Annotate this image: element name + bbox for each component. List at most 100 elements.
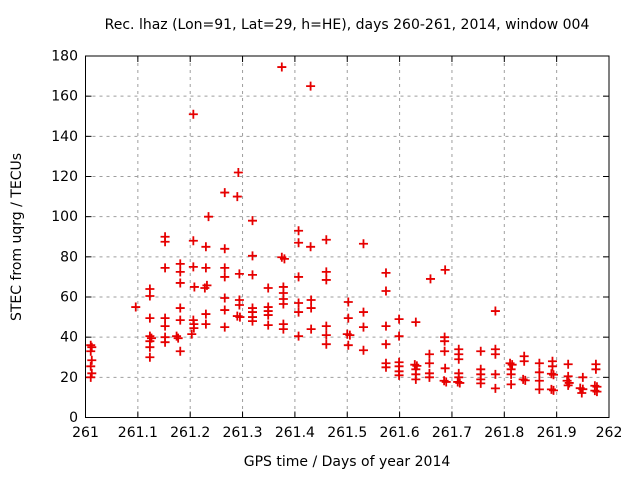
data-point-marker [453, 377, 463, 387]
data-point-marker [175, 259, 185, 269]
data-point-marker [145, 342, 155, 352]
y-tick-label: 140 [51, 129, 78, 145]
data-point-marker [490, 369, 500, 379]
data-point-marker [507, 360, 517, 370]
data-point-marker [201, 263, 211, 273]
data-point-marker [506, 369, 516, 379]
chart-title: Rec. lhaz (Lon=91, Lat=29, h=HE), days 2… [105, 17, 590, 33]
data-point-marker [381, 268, 391, 278]
data-point-marker [490, 349, 500, 359]
data-point-marker [294, 226, 304, 236]
y-tick-label: 80 [60, 249, 78, 265]
x-tick-label: 261.2 [170, 425, 210, 441]
y-tick-label: 40 [60, 330, 78, 346]
x-tick-label: 261.1 [118, 425, 158, 441]
x-tick-label: 261 [72, 425, 99, 441]
data-point-marker [160, 313, 170, 323]
data-point-marker [263, 310, 273, 320]
data-point-marker [547, 361, 557, 371]
data-point-marker [440, 265, 450, 275]
y-tick-label: 0 [69, 410, 78, 426]
data-point-marker [204, 212, 214, 222]
data-point-marker [394, 370, 404, 380]
y-tick-label: 60 [60, 290, 78, 306]
data-point-marker [175, 303, 185, 313]
x-tick-label: 262 [596, 425, 623, 441]
data-point-marker [188, 262, 198, 272]
data-point-marker [546, 384, 556, 394]
data-point-marker [200, 283, 210, 293]
data-point-marker [189, 323, 199, 333]
data-point-marker [424, 358, 434, 368]
data-point-marker [232, 192, 242, 202]
data-point-marker [506, 379, 516, 389]
data-point-marker [233, 167, 243, 177]
data-point-marker [411, 317, 421, 327]
data-point-marker [439, 376, 449, 386]
data-point-marker [263, 320, 273, 330]
data-point-marker [173, 333, 183, 343]
data-point-marker [220, 322, 230, 332]
data-point-marker [534, 358, 544, 368]
data-point-marker [220, 305, 230, 315]
data-point-marker [160, 337, 170, 347]
data-point-marker [175, 267, 185, 277]
data-point-marker [476, 378, 486, 388]
data-point-marker [220, 293, 230, 303]
data-point-marker [549, 385, 559, 395]
data-point-marker [294, 331, 304, 341]
data-point-marker [278, 299, 288, 309]
data-point-marker [201, 242, 211, 252]
data-point-marker [321, 235, 331, 245]
data-point-marker [160, 237, 170, 247]
data-point-marker [86, 346, 96, 356]
y-tick-label: 20 [60, 370, 78, 386]
data-point-marker [306, 81, 316, 91]
y-tick-label: 120 [51, 169, 78, 185]
data-point-marker [145, 352, 155, 362]
y-tick-label: 180 [51, 49, 78, 65]
data-point-marker [220, 263, 230, 273]
data-point-marker [490, 306, 500, 316]
data-point-marker [294, 238, 304, 248]
data-point-marker [381, 339, 391, 349]
data-point-marker [321, 267, 331, 277]
data-point-marker [591, 364, 601, 374]
data-point-marker [343, 340, 353, 350]
data-point-marker [175, 315, 185, 325]
data-point-marker [563, 380, 573, 390]
x-tick-label: 261.8 [484, 425, 524, 441]
plot-border [85, 55, 610, 418]
data-point-marker [440, 363, 450, 373]
data-point-marker [86, 372, 96, 382]
data-point-marker [549, 370, 559, 380]
data-point-marker [425, 274, 435, 284]
data-point-marker [490, 383, 500, 393]
y-tick-label: 160 [51, 89, 78, 105]
data-point-marker [441, 377, 451, 387]
data-point-marker [247, 251, 257, 261]
data-point-marker [175, 346, 185, 356]
x-tick-label: 261.4 [275, 425, 315, 441]
data-point-marker [160, 263, 170, 273]
data-point-marker [306, 303, 316, 313]
data-point-marker [160, 321, 170, 331]
data-point-marker [520, 375, 530, 385]
tick-marks [85, 55, 610, 418]
data-point-marker [358, 322, 368, 332]
data-point-marker [343, 297, 353, 307]
x-tick-label: 261.5 [327, 425, 367, 441]
data-point-marker [87, 368, 97, 378]
data-point-marker [563, 371, 573, 381]
data-point-marker [187, 329, 197, 339]
data-point-marker [410, 360, 420, 370]
data-point-marker [175, 278, 185, 288]
data-point-marker [381, 321, 391, 331]
x-tick-label: 261.3 [223, 425, 263, 441]
data-point-marker [247, 270, 257, 280]
data-point-marker [263, 283, 273, 293]
data-point-marker [358, 307, 368, 317]
data-point-marker [306, 242, 316, 252]
